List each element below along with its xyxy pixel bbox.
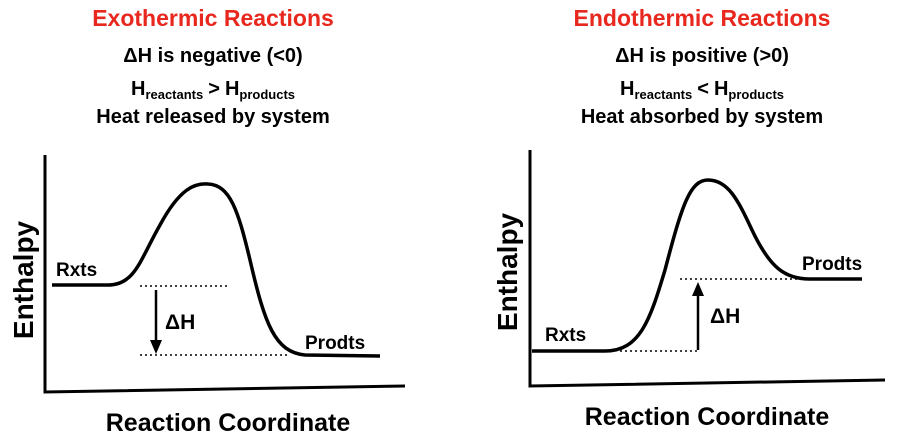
exothermic-panel: Exothermic Reactions ΔH is negative (<0)…	[8, 5, 406, 437]
panel-title: Endothermic Reactions	[574, 5, 831, 31]
sign-text: ΔH is negative (<0)	[123, 45, 302, 67]
delta-label: ΔH	[710, 305, 740, 328]
energy-curve	[52, 182, 381, 358]
h: H	[225, 78, 239, 100]
relation: Hreactants < Hproducts	[620, 78, 784, 102]
h: H	[131, 78, 145, 100]
arrow-head	[692, 282, 704, 296]
sign-text: ΔH is positive (>0)	[615, 45, 789, 67]
products-label: Prodts	[802, 254, 862, 275]
relation: Hreactants > Hproducts	[131, 78, 295, 102]
energy-curve	[532, 178, 862, 353]
axes	[43, 155, 406, 394]
x-axis-label: Reaction Coordinate	[585, 403, 830, 431]
arrow-head	[150, 340, 162, 354]
h: H	[620, 78, 634, 100]
axes	[528, 150, 886, 388]
endothermic-panel: Endothermic Reactions ΔH is positive (>0…	[492, 5, 886, 431]
operator: >	[208, 78, 220, 100]
delta-label: ΔH	[165, 311, 195, 334]
heat-text: Heat absorbed by system	[581, 106, 823, 128]
y-axis-label: Enthalpy	[492, 212, 523, 331]
heat-text: Heat released by system	[96, 106, 329, 128]
subscript: products	[728, 87, 784, 102]
h: H	[714, 78, 728, 100]
reactants-label: Rxts	[56, 260, 97, 281]
panel-title: Exothermic Reactions	[92, 5, 334, 31]
subscript: reactants	[145, 87, 203, 102]
subscript: products	[239, 87, 295, 102]
reactants-label: Rxts	[545, 325, 586, 346]
operator: <	[697, 78, 709, 100]
x-axis-label: Reaction Coordinate	[106, 409, 351, 437]
y-axis-label: Enthalpy	[8, 220, 39, 339]
subscript: reactants	[634, 87, 692, 102]
products-label: Prodts	[305, 333, 365, 354]
